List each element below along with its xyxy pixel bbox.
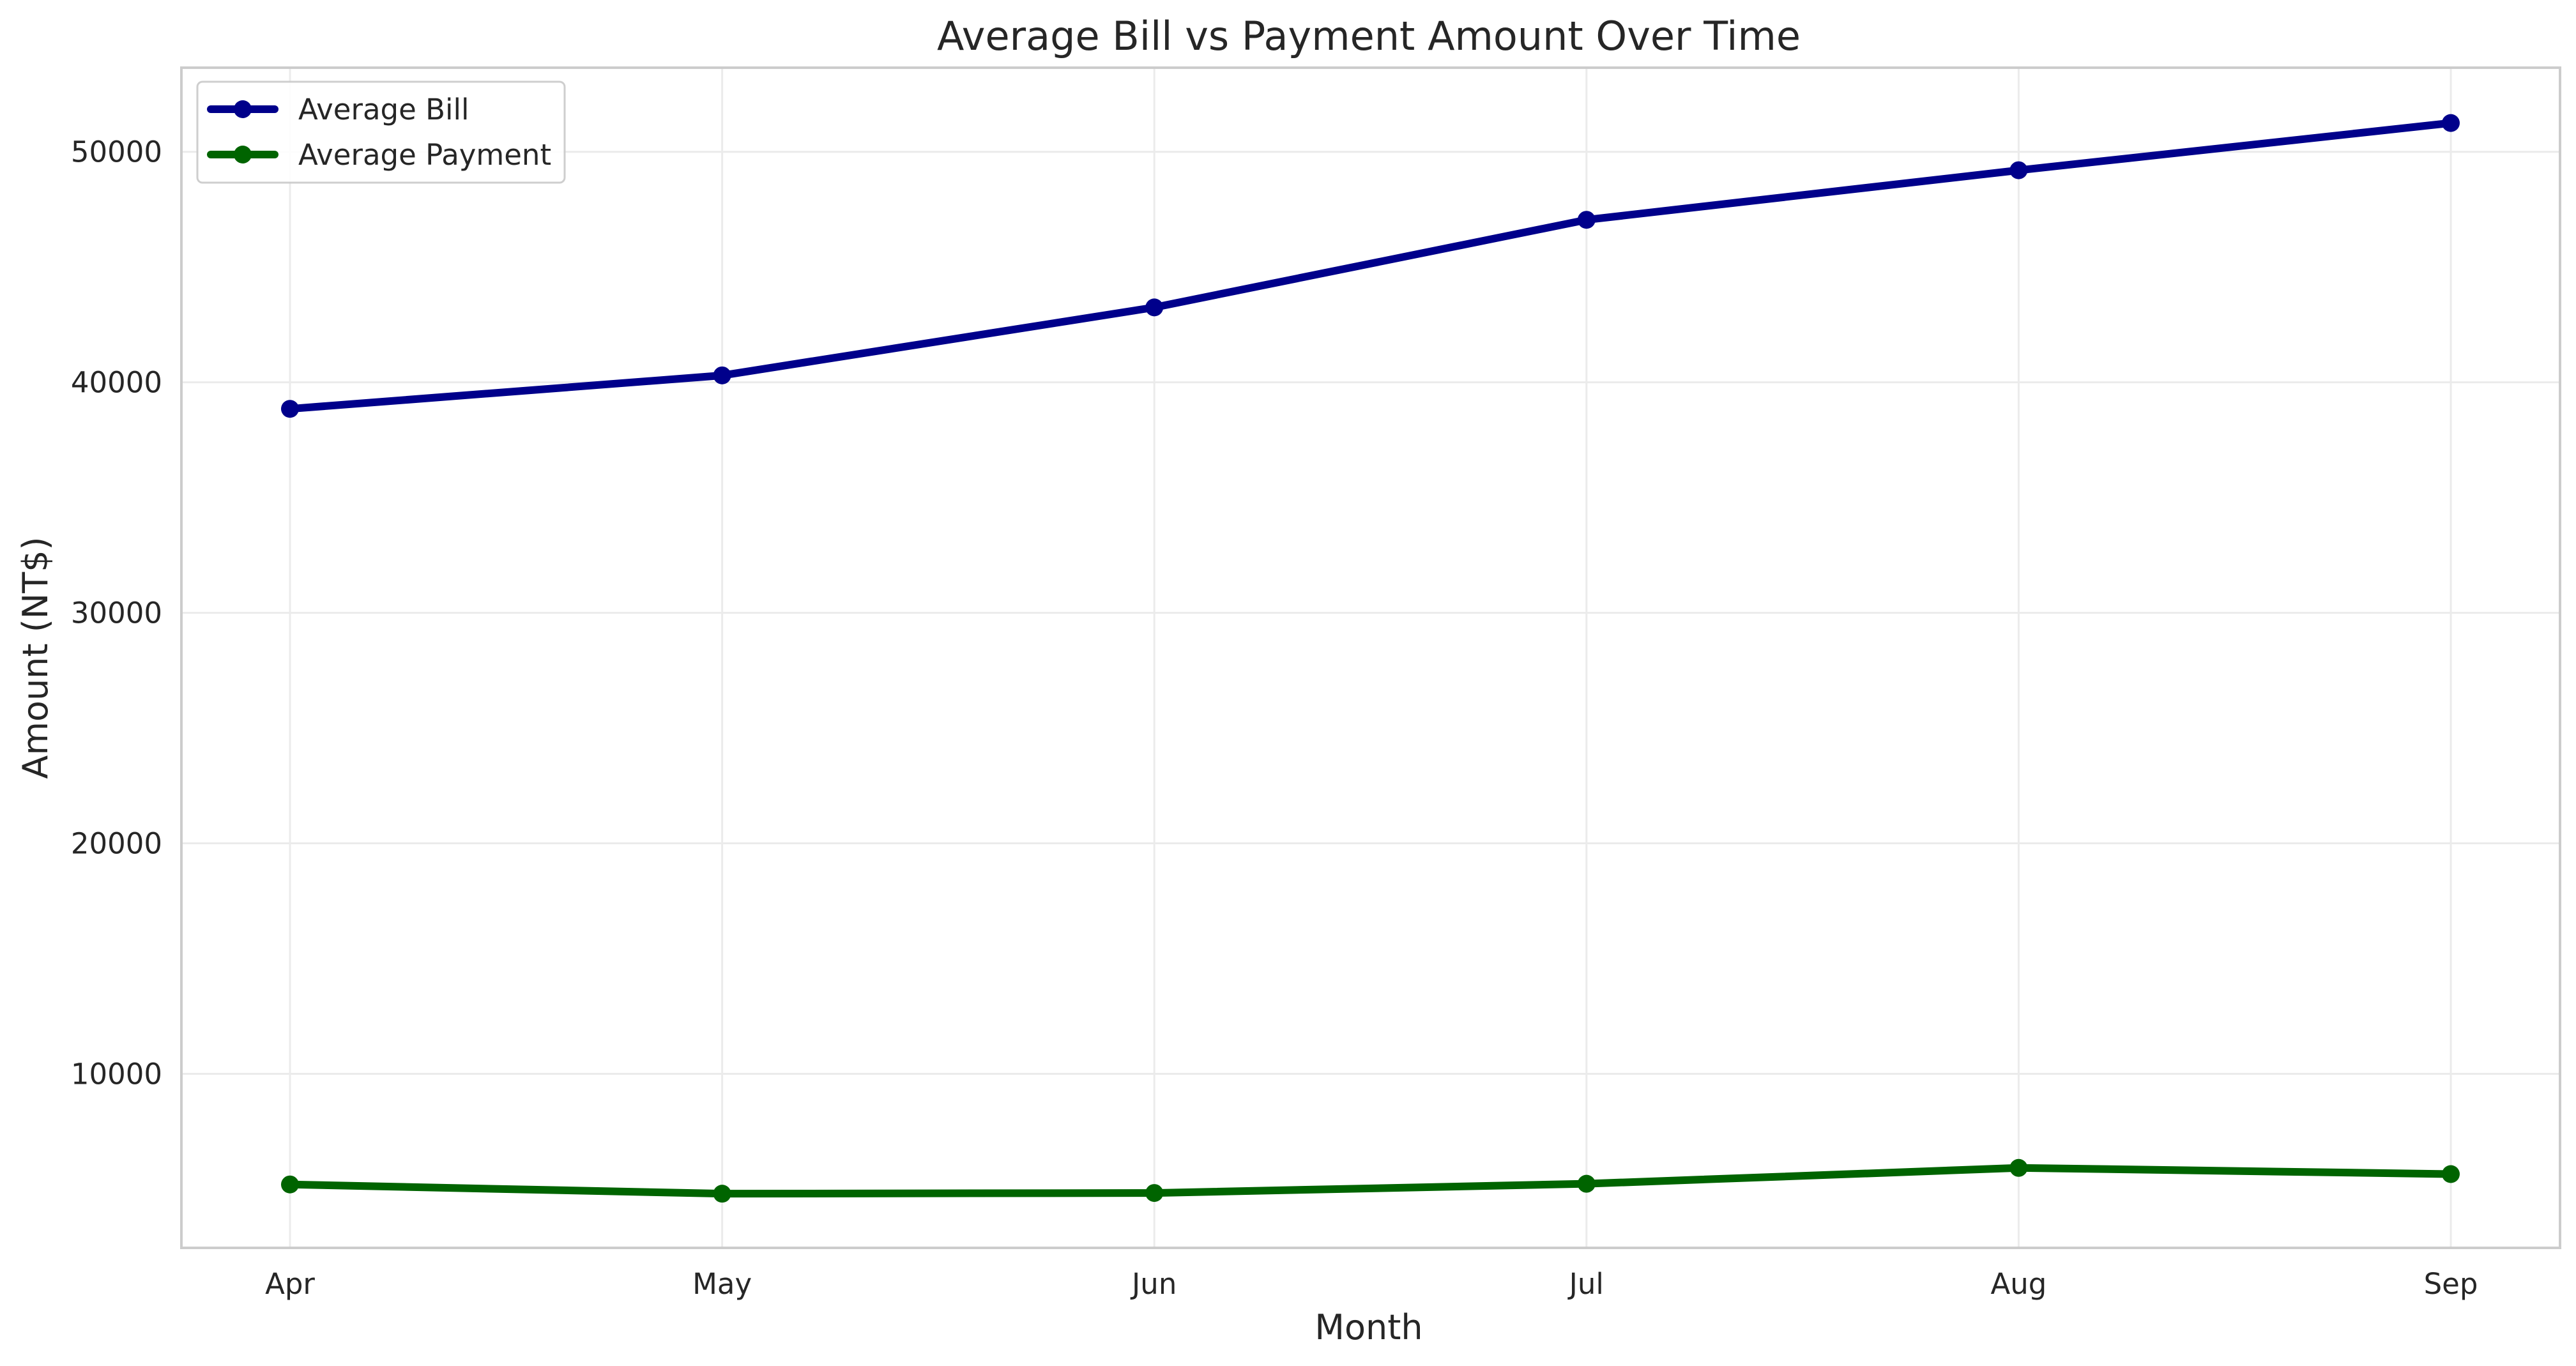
legend-label: Average Payment — [298, 138, 551, 172]
chart-title: Average Bill vs Payment Amount Over Time — [937, 13, 1801, 59]
y-tick-label: 10000 — [71, 1057, 162, 1091]
x-tick-label: Aug — [1990, 1267, 2046, 1301]
legend: Average Bill Average Payment — [196, 80, 566, 184]
y-axis-label: Amount (NT$) — [15, 536, 56, 778]
y-tick-label: 50000 — [71, 135, 162, 169]
x-tick-label: Sep — [2424, 1267, 2478, 1301]
data-point — [2009, 1158, 2028, 1177]
series-average-bill — [281, 114, 2460, 418]
series-line — [286, 1164, 2455, 1198]
x-tick-label: Jul — [1567, 1267, 1604, 1301]
data-point — [2009, 161, 2028, 179]
legend-box — [196, 80, 566, 184]
data-point — [1577, 1174, 1596, 1193]
y-axis-ticks: 10000 20000 30000 40000 50000 — [71, 135, 162, 1091]
data-point — [2442, 1165, 2460, 1183]
grid — [181, 68, 2560, 1248]
legend-marker — [234, 100, 252, 118]
series-average-payment — [281, 1158, 2460, 1203]
x-tick-label: Jun — [1130, 1267, 1177, 1301]
x-axis-ticks: Apr May Jun Jul Aug Sep — [265, 1267, 2478, 1301]
data-point — [281, 400, 299, 418]
series-layer — [281, 114, 2460, 1203]
data-point — [2442, 114, 2460, 132]
legend-entry: Average Bill — [207, 93, 469, 126]
data-point — [1145, 1184, 1164, 1203]
legend-entry: Average Payment — [207, 138, 551, 172]
legend-entries: Average Bill Average Payment — [207, 93, 551, 172]
legend-marker — [234, 146, 252, 163]
series-line — [286, 119, 2455, 413]
data-point — [1145, 298, 1164, 317]
x-tick-label: Apr — [265, 1267, 315, 1301]
data-point — [281, 1175, 299, 1194]
x-tick-label: May — [692, 1267, 752, 1301]
y-tick-label: 20000 — [71, 827, 162, 861]
data-point — [713, 366, 731, 384]
y-tick-label: 30000 — [71, 596, 162, 630]
data-point — [1577, 211, 1596, 229]
x-axis-label: Month — [1315, 1307, 1422, 1347]
y-tick-label: 40000 — [71, 366, 162, 400]
legend-label: Average Bill — [298, 93, 469, 126]
data-point — [713, 1185, 731, 1203]
plot-frame — [180, 66, 2561, 1249]
